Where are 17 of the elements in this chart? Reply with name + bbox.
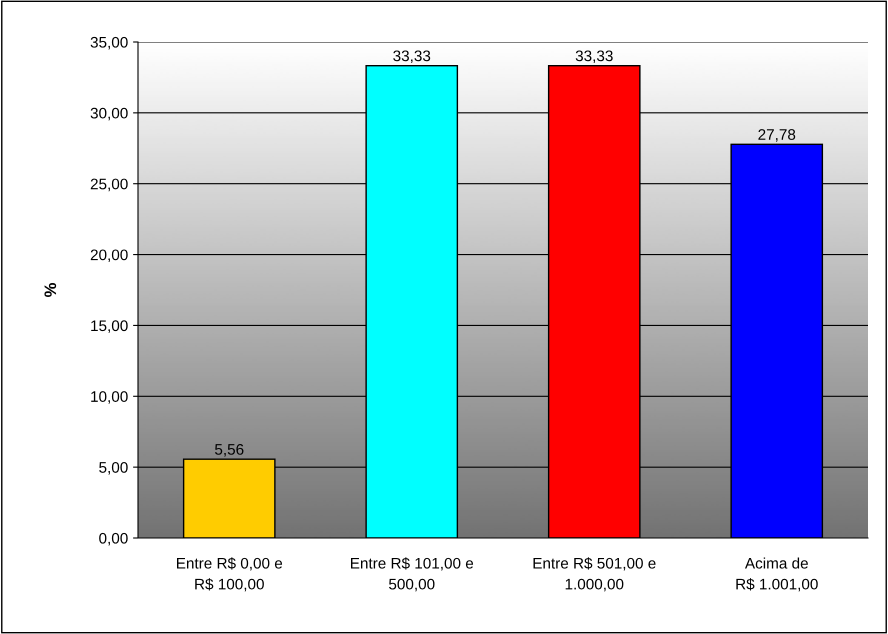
x-tick-label: Entre R$ 501,00 e 1.000,00 [534,557,656,592]
y-tick-label: 10,00 [91,391,128,404]
data-label: 5,56 [214,444,244,457]
y-tick-label: 20,00 [90,249,128,262]
x-tick-label: Entre R$ 0,00 e R$ 100,00 [177,557,282,592]
y-tick-label: 0,00 [99,532,128,546]
y-tick-label: 30,00 [90,108,128,120]
data-label: 33,33 [576,50,613,64]
y-tick-label: 25,00 [90,178,128,192]
y-tick-label: 5,00 [99,462,128,475]
y-axis-title: % [44,283,56,297]
y-tick-label: 35,00 [90,36,128,50]
y-tick-label: 15,00 [91,320,128,333]
data-label: 33,33 [393,50,430,64]
x-tick-label: Entre R$ 101,00 e 500,00 [351,557,474,592]
data-label: 27,78 [758,129,796,142]
x-tick-label: Acima de R$ 1.001,00 [736,557,818,592]
